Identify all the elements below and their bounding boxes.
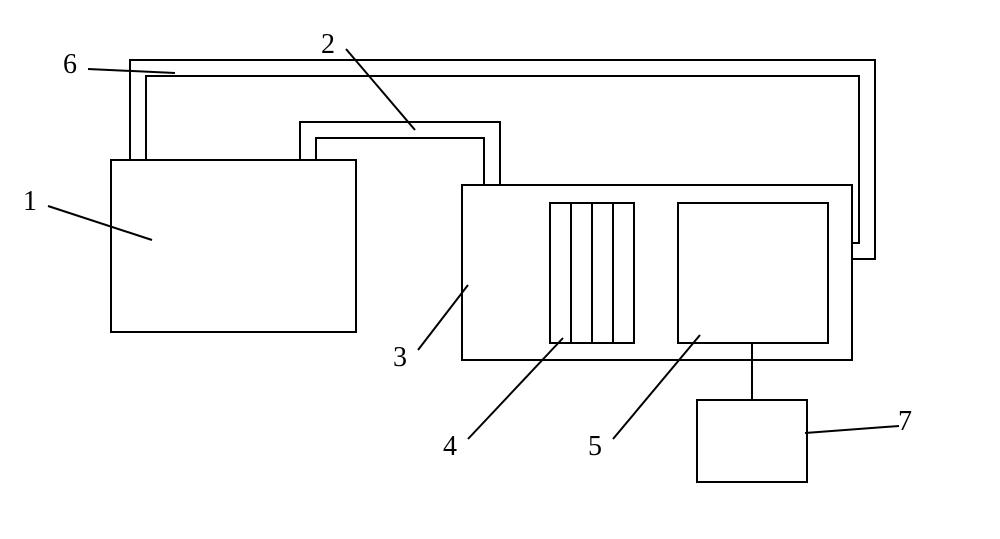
label-4: 4 xyxy=(443,431,457,462)
label-3: 3 xyxy=(393,342,407,373)
canvas-bg xyxy=(0,0,1000,539)
label-5: 5 xyxy=(588,431,602,462)
label-7: 7 xyxy=(898,406,912,437)
label-2: 2 xyxy=(321,29,335,60)
label-1: 1 xyxy=(23,186,37,217)
label-6: 6 xyxy=(63,49,77,80)
technical-diagram: 1 2 3 4 5 6 7 xyxy=(0,0,1000,539)
